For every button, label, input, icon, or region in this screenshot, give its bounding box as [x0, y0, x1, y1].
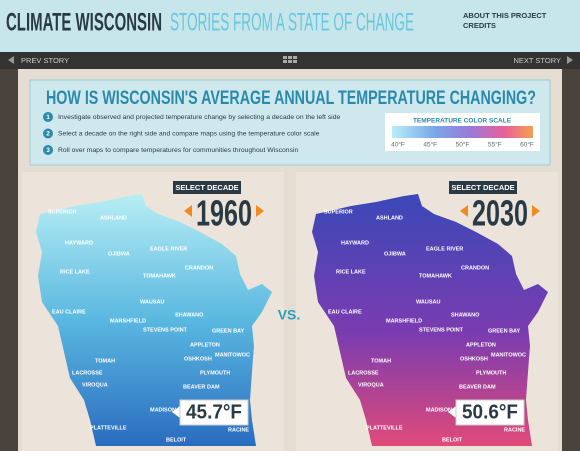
city-label: VIROQUA	[82, 382, 108, 388]
next-decade[interactable]	[532, 205, 540, 217]
header-bg	[0, 0, 580, 52]
city-label: WAUSAU	[416, 299, 440, 305]
city-label: OJIBWA	[384, 251, 406, 257]
city-label: EAGLE RIVER	[426, 246, 463, 252]
city-label: RICE LAKE	[60, 269, 90, 275]
city-label: MANITOWOC	[215, 352, 250, 358]
next-arrow[interactable]	[567, 56, 573, 64]
city-label: EAU CLAIRE	[328, 309, 362, 315]
city-label: BEAVER DAM	[459, 384, 496, 390]
city-label: TOMAHAWK	[143, 273, 176, 279]
step-number: 2	[46, 131, 50, 138]
scale-bar	[392, 126, 533, 138]
about-link[interactable]: ABOUT THIS PROJECT	[463, 11, 547, 20]
site-subtitle: STORIES FROM A STATE OF CHANGE	[170, 9, 414, 37]
step-number: 3	[46, 147, 50, 154]
step-badge	[43, 145, 53, 155]
city-label: MARSHFIELD	[386, 318, 422, 324]
scale-label: 60°F	[520, 141, 534, 149]
city-label: PLATTEVILLE	[90, 425, 127, 431]
city-label: LACROSSE	[72, 370, 103, 376]
scale-label: 55°F	[488, 141, 502, 149]
city-label: MANITOWOC	[491, 352, 526, 358]
step-text: Roll over maps to compare temperatures f…	[58, 147, 298, 154]
city-label: STEVENS POINT	[419, 327, 464, 333]
scale-label: 50°F	[456, 141, 470, 149]
city-label: CRANDON	[185, 265, 213, 271]
select-decade: SELECT DECADE	[451, 183, 514, 192]
question: HOW IS WISCONSIN'S AVERAGE ANNUAL TEMPER…	[46, 88, 536, 109]
city-label: BELOIT	[442, 437, 463, 443]
city-label: OSHKOSH	[184, 356, 212, 362]
step-badge	[43, 112, 53, 122]
city-label: STEVENS POINT	[143, 327, 188, 333]
prev-arrow[interactable]	[8, 56, 14, 64]
city-label: SUPERIOR	[48, 209, 77, 215]
decade: 1960	[196, 193, 252, 234]
city-label: GREEN BAY	[212, 328, 245, 334]
step-text: Select a decade on the right side and co…	[58, 130, 320, 137]
next-story[interactable]: NEXT STORY	[513, 56, 561, 65]
select-decade-bg	[449, 181, 517, 194]
city-label: SHAWANO	[451, 312, 480, 318]
temperature-box	[179, 399, 249, 426]
select-decade: SELECT DECADE	[175, 183, 238, 192]
step-text: Investigate observed and projected tempe…	[58, 114, 340, 121]
city-label: TOMAHAWK	[419, 273, 452, 279]
city-label: RICE LAKE	[336, 269, 366, 275]
madison-label: MADISON	[150, 407, 176, 413]
city-label: OSHKOSH	[460, 356, 488, 362]
temperature-box	[455, 399, 525, 426]
city-label: BELOIT	[166, 437, 187, 443]
city-label: BEAVER DAM	[183, 384, 220, 390]
city-label: PLYMOUTH	[476, 370, 506, 376]
vs-label: VS.	[278, 307, 301, 323]
site-title: CLIMATE WISCONSIN	[6, 9, 162, 37]
city-label: WAUSAU	[140, 299, 164, 305]
city-label: EAU CLAIRE	[52, 309, 86, 315]
decade: 2030	[472, 193, 528, 234]
prev-story[interactable]: PREV STORY	[21, 56, 69, 65]
step-number: 1	[46, 114, 50, 121]
grid-icon[interactable]	[283, 56, 297, 63]
city-label: ASHLAND	[100, 215, 127, 221]
scale-label: 40°F	[391, 141, 405, 149]
prev-decade[interactable]	[460, 205, 468, 217]
madison-label: MADISON	[426, 407, 452, 413]
callout-pointer	[172, 406, 180, 418]
temperature: 45.7°F	[186, 401, 242, 423]
temperature: 50.6°F	[462, 401, 518, 423]
step-badge	[43, 128, 53, 139]
city-label: SHAWANO	[175, 312, 204, 318]
city-label: RACINE	[504, 427, 525, 433]
city-label: MARSHFIELD	[110, 318, 146, 324]
city-label: PLATTEVILLE	[366, 425, 403, 431]
city-label: OJIBWA	[108, 251, 130, 257]
city-label: HAYWARD	[341, 240, 369, 246]
city-label: PLYMOUTH	[200, 370, 230, 376]
city-label: APPLETON	[466, 342, 496, 348]
city-label: TOMAH	[95, 358, 115, 364]
prev-decade[interactable]	[184, 205, 192, 217]
city-label: CRANDON	[461, 265, 489, 271]
city-label: ASHLAND	[376, 215, 403, 221]
city-label: TOMAH	[371, 358, 391, 364]
city-label: GREEN BAY	[488, 328, 521, 334]
select-decade-bg	[173, 181, 241, 194]
city-label: SUPERIOR	[324, 209, 353, 215]
scale-label: 45°F	[423, 141, 437, 149]
credits-link[interactable]: CREDITS	[463, 21, 496, 30]
city-label: VIROQUA	[358, 382, 384, 388]
city-label: APPLETON	[190, 342, 220, 348]
city-label: LACROSSE	[348, 370, 379, 376]
city-label: EAGLE RIVER	[150, 246, 187, 252]
next-decade[interactable]	[256, 205, 264, 217]
scale-title: TEMPERATURE COLOR SCALE	[413, 118, 512, 125]
callout-pointer	[448, 406, 456, 418]
city-label: HAYWARD	[65, 240, 93, 246]
city-label: RACINE	[228, 427, 249, 433]
